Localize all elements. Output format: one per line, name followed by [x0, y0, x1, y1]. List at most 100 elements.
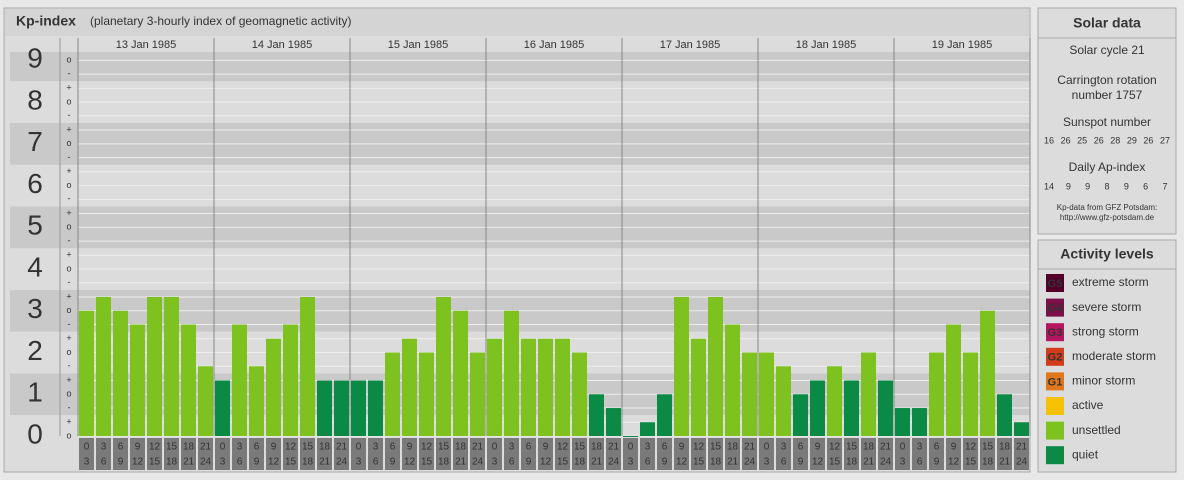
hour-label: 18: [319, 442, 331, 453]
sunspot-label: Sunspot number: [1063, 115, 1151, 129]
hour-label: 9: [951, 442, 957, 453]
sunspot-number: 26: [1094, 135, 1104, 145]
bar: [538, 338, 553, 436]
hour-box: [895, 438, 910, 470]
bar: [334, 380, 349, 436]
legend-swatch: [1046, 323, 1064, 342]
ap-value: 9: [1085, 181, 1090, 191]
hour-label: 18: [863, 442, 875, 453]
hour-label: 0: [84, 442, 90, 453]
date-row: [78, 38, 1030, 52]
hour-label: 9: [798, 457, 804, 468]
bar: [572, 352, 587, 436]
bar: [113, 310, 128, 436]
hour-box: [623, 438, 638, 470]
hour-label: 21: [727, 457, 739, 468]
hour-label: 18: [727, 442, 739, 453]
hour-label: 3: [509, 442, 515, 453]
bar: [997, 394, 1012, 436]
hour-label: 3: [492, 457, 498, 468]
day-label: 16 Jan 1985: [524, 39, 585, 51]
hour-label: 9: [135, 442, 141, 453]
minor-tick-label: o: [66, 347, 71, 357]
hour-label: 3: [781, 442, 787, 453]
bar: [844, 380, 859, 436]
hour-box: [164, 438, 179, 470]
hour-label: 0: [628, 442, 634, 453]
bar: [232, 324, 247, 436]
bar: [623, 436, 638, 437]
bar: [504, 310, 519, 436]
hour-label: 12: [948, 457, 960, 468]
hour-label: 6: [662, 442, 668, 453]
chart-title: Kp-index: [16, 13, 76, 29]
hour-label: 15: [438, 442, 450, 453]
hour-box: [640, 438, 655, 470]
minor-tick-label: +: [66, 83, 71, 93]
hour-label: 9: [679, 442, 685, 453]
bar: [96, 297, 111, 436]
hour-label: 15: [846, 442, 858, 453]
ap-label: Daily Ap-index: [1069, 160, 1146, 174]
hour-label: 3: [237, 442, 243, 453]
plot: 0123456789o+-o+-o+-o+-o+-o+-o+-o+-o+-o13…: [10, 38, 1031, 470]
hour-label: 12: [540, 457, 552, 468]
legend-label: minor storm: [1072, 374, 1135, 388]
sunspot-number: 26: [1143, 135, 1153, 145]
hour-label: 12: [829, 442, 841, 453]
hour-box: [198, 438, 213, 470]
hour-label: 6: [101, 457, 107, 468]
hour-box: [351, 438, 366, 470]
hour-label: 6: [390, 442, 396, 453]
hour-box: [657, 438, 672, 470]
hour-box: [674, 438, 689, 470]
y-tick-label: 5: [27, 210, 43, 241]
hour-box: [742, 438, 757, 470]
hour-label: 15: [982, 442, 994, 453]
ap-value: 9: [1066, 181, 1071, 191]
hour-box: [844, 438, 859, 470]
hour-label: 18: [574, 457, 586, 468]
day-label: 19 Jan 1985: [932, 39, 993, 51]
hour-label: 24: [744, 457, 756, 468]
solar-cycle: Solar cycle 21: [1069, 43, 1145, 57]
hour-label: 12: [557, 442, 569, 453]
band: [10, 415, 1030, 436]
hour-label: 24: [608, 457, 620, 468]
bar: [164, 297, 179, 436]
legend-swatch: [1046, 274, 1064, 292]
hour-label: 18: [166, 457, 178, 468]
hour-label: 9: [543, 442, 549, 453]
sunspot-number: 16: [1044, 135, 1054, 145]
hour-box: [368, 438, 383, 470]
y-tick-label: 9: [27, 43, 43, 74]
bar: [827, 366, 842, 436]
bar: [470, 352, 485, 436]
hour-label: 12: [421, 442, 433, 453]
sunspot-number: 25: [1077, 135, 1087, 145]
bar: [963, 352, 978, 436]
hour-label: 15: [421, 457, 433, 468]
solar-panel: [1037, 7, 1177, 235]
hour-box: [96, 438, 111, 470]
legend-swatch: [1046, 347, 1064, 366]
hour-box: [215, 438, 230, 470]
hour-label: 18: [438, 457, 450, 468]
bar: [640, 422, 655, 436]
hour-box: [419, 438, 434, 470]
bar: [487, 338, 502, 436]
y-tick-label: 2: [27, 335, 43, 366]
hour-label: 3: [628, 457, 634, 468]
hour-label: 12: [268, 457, 280, 468]
hour-box: [334, 438, 349, 470]
legend-label: strong storm: [1072, 324, 1139, 338]
bar: [606, 408, 621, 436]
hour-label: 21: [999, 457, 1011, 468]
bar: [521, 338, 536, 436]
hour-box: [453, 438, 468, 470]
y-tick-label: 1: [27, 377, 43, 408]
hour-label: 21: [1016, 442, 1028, 453]
hour-label: 0: [900, 442, 906, 453]
minor-tick-label: +: [66, 208, 71, 218]
bar: [793, 394, 808, 436]
